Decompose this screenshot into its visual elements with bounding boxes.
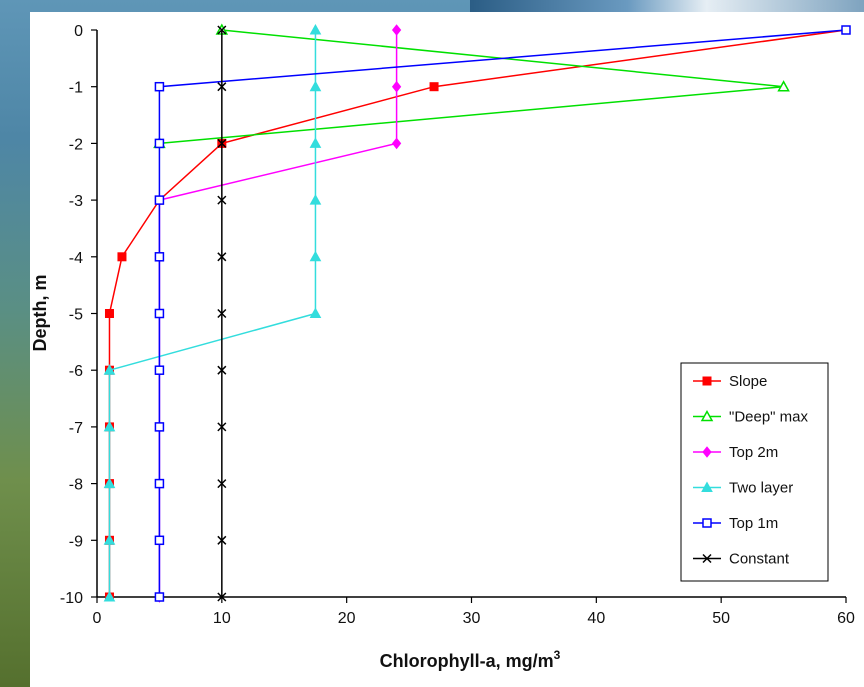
- data-point: [702, 446, 712, 458]
- legend-label: Top 2m: [729, 444, 778, 461]
- legend-item: Two layer: [693, 480, 793, 497]
- data-point: [154, 478, 165, 489]
- y-tick-label: -8: [69, 477, 83, 494]
- axes: 0 10 20 30 40 50 60 0 -1 -2 -3 -4 -5 -6 -7 -8 -9 -10: [60, 23, 855, 627]
- data-point: [154, 365, 165, 375]
- legend-label: Two layer: [729, 480, 793, 497]
- legend-item: Constant: [693, 551, 790, 568]
- legend-item: "Deep" max: [693, 409, 809, 426]
- y-tick-label: -3: [69, 193, 83, 210]
- y-tick-label: -6: [69, 363, 83, 380]
- y-tick-label: 0: [74, 23, 83, 40]
- data-point: [154, 252, 165, 262]
- data-point: [103, 420, 116, 432]
- data-point: [103, 590, 116, 602]
- series-constant: [217, 25, 227, 602]
- data-point: [217, 365, 227, 375]
- data-point: [154, 422, 165, 432]
- data-point: [841, 25, 851, 35]
- y-tick-label: -7: [69, 420, 83, 437]
- legend: Slope "Deep" max Top 2m Two layer Top 1m Cons…: [680, 362, 829, 582]
- data-point: [103, 534, 116, 545]
- series-top-1m: [154, 25, 851, 602]
- y-tick-label: -5: [69, 307, 83, 324]
- series-layer: [103, 23, 851, 603]
- data-point: [309, 80, 322, 92]
- data-point: [217, 479, 227, 489]
- legend-item: Top 1m: [693, 515, 778, 532]
- data-point: [702, 553, 712, 564]
- data-point: [103, 364, 116, 375]
- data-point: [391, 80, 402, 93]
- legend-item: Slope: [693, 373, 767, 390]
- data-point: [154, 308, 165, 319]
- data-point: [217, 25, 227, 35]
- x-axis-title: Chlorophyll-a, mg/m3: [380, 648, 561, 671]
- x-tick-label: 10: [213, 610, 231, 627]
- data-point: [429, 82, 439, 92]
- legend-label: Constant: [729, 551, 790, 568]
- y-axis-title: Depth, m: [30, 274, 50, 351]
- series-top-2m: [154, 24, 402, 603]
- data-point: [117, 252, 127, 262]
- series-two-layer: [103, 23, 322, 602]
- legend-box: [680, 362, 829, 582]
- data-point: [309, 137, 322, 148]
- data-point: [700, 409, 714, 422]
- series-deep-max: [153, 23, 790, 149]
- series-line: [159, 29, 784, 145]
- data-point: [104, 309, 114, 318]
- x-tick-label: 40: [587, 610, 605, 627]
- y-tick-label: -1: [69, 80, 83, 97]
- data-point: [309, 250, 322, 262]
- x-tick-label: 60: [837, 610, 855, 627]
- series-line: [108, 30, 317, 597]
- data-point: [701, 481, 713, 492]
- legend-label: Top 1m: [729, 515, 778, 532]
- data-point: [217, 308, 227, 319]
- data-point: [217, 592, 227, 602]
- series-line: [158, 30, 398, 597]
- data-point: [309, 194, 322, 205]
- y-tick-label: -4: [69, 250, 83, 267]
- legend-item: Top 2m: [693, 444, 778, 461]
- data-point: [391, 24, 402, 36]
- x-tick-label: 30: [463, 610, 481, 627]
- data-point: [309, 23, 322, 35]
- data-point: [217, 195, 227, 205]
- data-point: [217, 252, 227, 262]
- data-point: [217, 82, 227, 92]
- data-point: [154, 138, 165, 149]
- x-tick-label: 50: [712, 610, 730, 627]
- x-tick-label: 20: [338, 610, 356, 627]
- data-point: [702, 518, 712, 528]
- y-tick-label: -2: [69, 136, 83, 153]
- data-point: [391, 137, 402, 150]
- data-point: [702, 376, 712, 386]
- data-point: [154, 81, 165, 92]
- y-tick-label: -10: [60, 590, 83, 607]
- y-tick-label: -9: [69, 533, 83, 550]
- data-point: [217, 422, 227, 432]
- data-point: [309, 307, 322, 318]
- data-point: [154, 195, 165, 205]
- x-tick-label: 0: [93, 610, 102, 627]
- data-point: [154, 535, 165, 546]
- legend-label: "Deep" max: [729, 409, 809, 426]
- data-point: [154, 592, 165, 602]
- data-point: [217, 535, 227, 545]
- data-point: [777, 80, 790, 92]
- legend-label: Slope: [729, 373, 767, 390]
- data-point: [217, 138, 227, 148]
- data-point: [103, 477, 116, 489]
